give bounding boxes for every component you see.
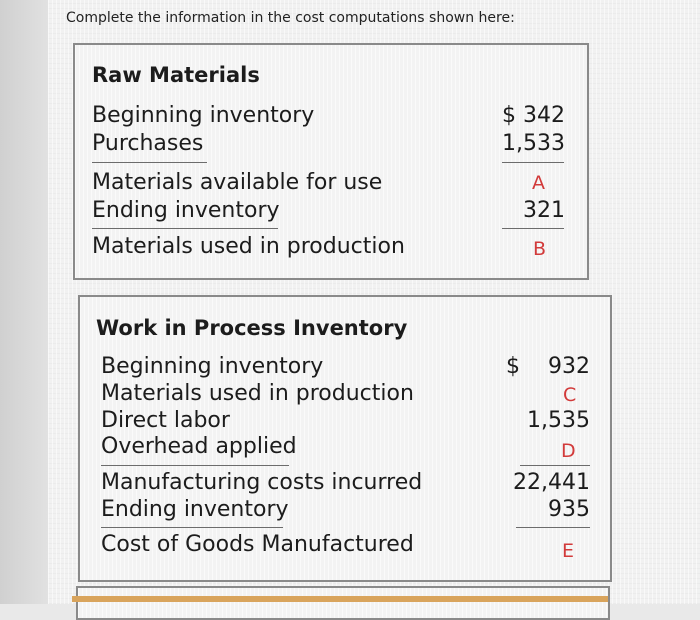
rm-materials-used-label: Materials used in production (92, 234, 405, 259)
wip-ending-inventory-value: 935 (548, 497, 590, 522)
raw-materials-title: Raw Materials (92, 63, 260, 87)
wip-subtotal-rule (520, 465, 590, 466)
rm-placeholder-a: A (532, 172, 545, 194)
rm-ending-inventory-label: Ending inventory (92, 198, 280, 223)
wip-beginning-inventory-label: Beginning inventory (101, 354, 324, 379)
rm-ending-underline (92, 228, 278, 229)
wip-inventory-panel (78, 295, 612, 582)
rm-purchases-label: Purchases (92, 131, 204, 156)
wip-total-rule (516, 527, 590, 528)
wip-overhead-underline (101, 465, 289, 466)
next-panel-orange-border (72, 596, 608, 602)
rm-subtotal-rule (502, 162, 564, 163)
wip-placeholder-e: E (562, 540, 575, 562)
wip-beginning-inventory-value: 932 (548, 354, 590, 379)
rm-total-rule (502, 228, 564, 229)
wip-placeholder-d: D (561, 440, 576, 462)
wip-direct-labor-value: 1,535 (527, 408, 590, 433)
wip-placeholder-c: C (563, 384, 577, 406)
rm-placeholder-b: B (533, 238, 547, 260)
page-edge-shadow (0, 0, 56, 604)
wip-mfg-costs-value: 22,441 (513, 470, 590, 495)
next-panel-edge (76, 586, 610, 620)
wip-mfg-costs-label: Manufacturing costs incurred (101, 470, 423, 495)
wip-ending-underline (101, 527, 283, 528)
rm-ending-inventory-value: 321 (523, 198, 565, 223)
wip-cogm-label: Cost of Goods Manufactured (101, 532, 414, 557)
wip-materials-used-label: Materials used in production (101, 381, 414, 406)
rm-purchases-value: 1,533 (502, 131, 565, 156)
rm-beginning-inventory-value: $ 342 (502, 103, 565, 128)
wip-dollar-sign: $ (506, 354, 520, 379)
wip-direct-labor-label: Direct labor (101, 408, 230, 433)
wip-ending-inventory-label: Ending inventory (101, 497, 289, 522)
wip-overhead-label: Overhead applied (101, 434, 297, 459)
raw-materials-panel (73, 43, 589, 280)
rm-materials-available-label: Materials available for use (92, 170, 383, 195)
wip-title: Work in Process Inventory (96, 316, 408, 340)
rm-purchases-underline (92, 162, 207, 163)
instruction-text: Complete the information in the cost com… (66, 10, 515, 26)
rm-beginning-inventory-label: Beginning inventory (92, 103, 315, 128)
